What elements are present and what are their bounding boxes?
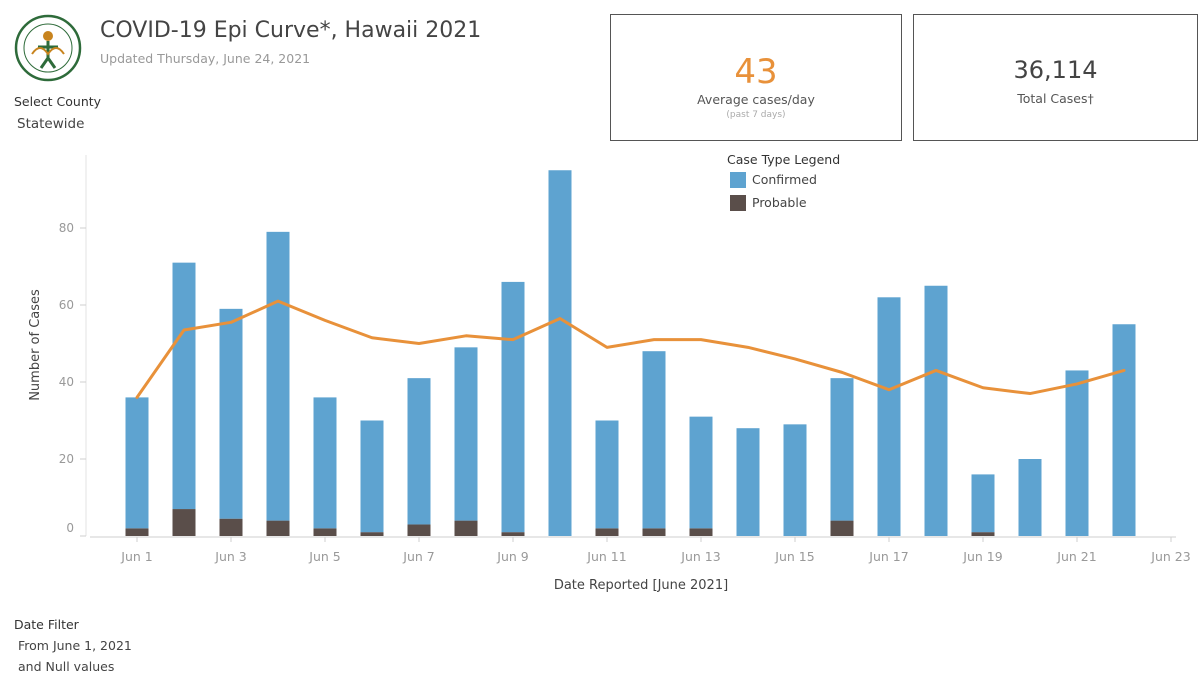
bar-probable[interactable] bbox=[407, 524, 431, 536]
legend-item-confirmed[interactable]: Confirmed bbox=[730, 172, 817, 188]
confirmed-swatch bbox=[730, 172, 746, 188]
probable-swatch bbox=[730, 195, 746, 211]
bar-confirmed[interactable] bbox=[172, 262, 196, 510]
x-tick-label: Jun 9 bbox=[496, 549, 529, 564]
epi-curve-chart: 0 20 40 60 80 Jun 1 Jun 3 Jun 5 Jun 7 Jun 9 Jun 11… bbox=[28, 155, 1191, 593]
bar-confirmed[interactable] bbox=[548, 170, 572, 536]
bar-confirmed[interactable] bbox=[1018, 459, 1042, 536]
average-cases-label: Average cases/day bbox=[697, 92, 815, 107]
county-filter-value[interactable]: Statewide bbox=[17, 116, 85, 132]
bar-probable[interactable] bbox=[266, 520, 290, 536]
y-tick-label: 40 bbox=[59, 375, 74, 389]
x-tick-label: Jun 5 bbox=[308, 549, 340, 564]
bar-confirmed[interactable] bbox=[125, 397, 149, 529]
bar-probable[interactable] bbox=[501, 532, 525, 536]
legend-label-probable: Probable bbox=[752, 195, 807, 210]
bar-confirmed[interactable] bbox=[924, 285, 948, 536]
bar-confirmed[interactable] bbox=[360, 420, 384, 533]
bar-confirmed[interactable] bbox=[877, 297, 901, 536]
x-tick-label: Jun 3 bbox=[214, 549, 246, 564]
bar-probable[interactable] bbox=[360, 532, 384, 536]
x-tick-label: Jun 11 bbox=[586, 549, 626, 564]
bar-confirmed[interactable] bbox=[454, 347, 478, 521]
bar-probable[interactable] bbox=[971, 532, 995, 536]
bar-probable[interactable] bbox=[454, 520, 478, 536]
page-title: COVID-19 Epi Curve*, Hawaii 2021 bbox=[100, 18, 482, 43]
county-filter-label: Select County bbox=[14, 94, 102, 109]
y-tick-label: 60 bbox=[59, 298, 74, 312]
bar-confirmed[interactable] bbox=[313, 397, 337, 529]
x-tick-label: Jun 1 bbox=[120, 549, 152, 564]
bar-confirmed[interactable] bbox=[830, 378, 854, 521]
legend-item-probable[interactable]: Probable bbox=[730, 195, 807, 211]
bar-probable[interactable] bbox=[172, 509, 196, 536]
average-cases-card: 43 Average cases/day (past 7 days) bbox=[610, 14, 902, 141]
total-cases-label: Total Cases† bbox=[1017, 91, 1094, 106]
bar-probable[interactable] bbox=[313, 528, 337, 536]
bar-confirmed[interactable] bbox=[266, 231, 290, 521]
total-cases-card: 36,114 Total Cases† bbox=[913, 14, 1198, 141]
bar-probable[interactable] bbox=[689, 528, 713, 536]
updated-date: Updated Thursday, June 24, 2021 bbox=[100, 51, 311, 66]
average-cases-sublabel: (past 7 days) bbox=[726, 110, 786, 120]
date-filter-label: Date Filter bbox=[14, 617, 79, 632]
hawaii-doh-logo bbox=[14, 14, 82, 82]
x-tick-label: Jun 21 bbox=[1056, 549, 1096, 564]
y-tick-label: 20 bbox=[59, 452, 74, 466]
legend-title: Case Type Legend bbox=[727, 152, 841, 167]
average-line bbox=[135, 299, 1126, 399]
x-axis-label: Date Reported [June 2021] bbox=[554, 578, 728, 593]
bar-confirmed[interactable] bbox=[783, 424, 807, 536]
bar-probable[interactable] bbox=[125, 528, 149, 536]
bar-confirmed[interactable] bbox=[219, 308, 243, 519]
bar-probable[interactable] bbox=[642, 528, 666, 536]
x-tick-label: Jun 7 bbox=[402, 549, 434, 564]
date-filter-null[interactable]: and Null values bbox=[18, 659, 115, 674]
y-tick-label: 0 bbox=[66, 521, 74, 535]
bar-confirmed[interactable] bbox=[501, 281, 525, 533]
x-tick-label: Jun 13 bbox=[680, 549, 720, 564]
bar-probable[interactable] bbox=[219, 518, 243, 536]
bar-confirmed[interactable] bbox=[689, 416, 713, 529]
bar-confirmed[interactable] bbox=[407, 378, 431, 525]
date-filter-from[interactable]: From June 1, 2021 bbox=[18, 638, 132, 653]
bar-probable[interactable] bbox=[595, 528, 619, 536]
x-tick-label: Jun 23 bbox=[1150, 549, 1190, 564]
x-tick-label: Jun 17 bbox=[868, 549, 908, 564]
bar-confirmed[interactable] bbox=[642, 351, 666, 529]
total-cases-value: 36,114 bbox=[1013, 56, 1098, 84]
y-tick-label: 80 bbox=[59, 221, 74, 235]
legend-label-confirmed: Confirmed bbox=[752, 172, 817, 187]
y-axis-label: Number of Cases bbox=[28, 289, 43, 401]
x-tick-label: Jun 15 bbox=[774, 549, 814, 564]
bar-confirmed[interactable] bbox=[971, 474, 995, 533]
average-cases-value: 43 bbox=[734, 52, 778, 92]
x-tick-label: Jun 19 bbox=[962, 549, 1002, 564]
bar-confirmed[interactable] bbox=[595, 420, 619, 529]
bar-confirmed[interactable] bbox=[1065, 370, 1089, 536]
bar-confirmed[interactable] bbox=[1112, 324, 1136, 536]
bar-probable[interactable] bbox=[830, 520, 854, 536]
bar-confirmed[interactable] bbox=[736, 428, 760, 536]
